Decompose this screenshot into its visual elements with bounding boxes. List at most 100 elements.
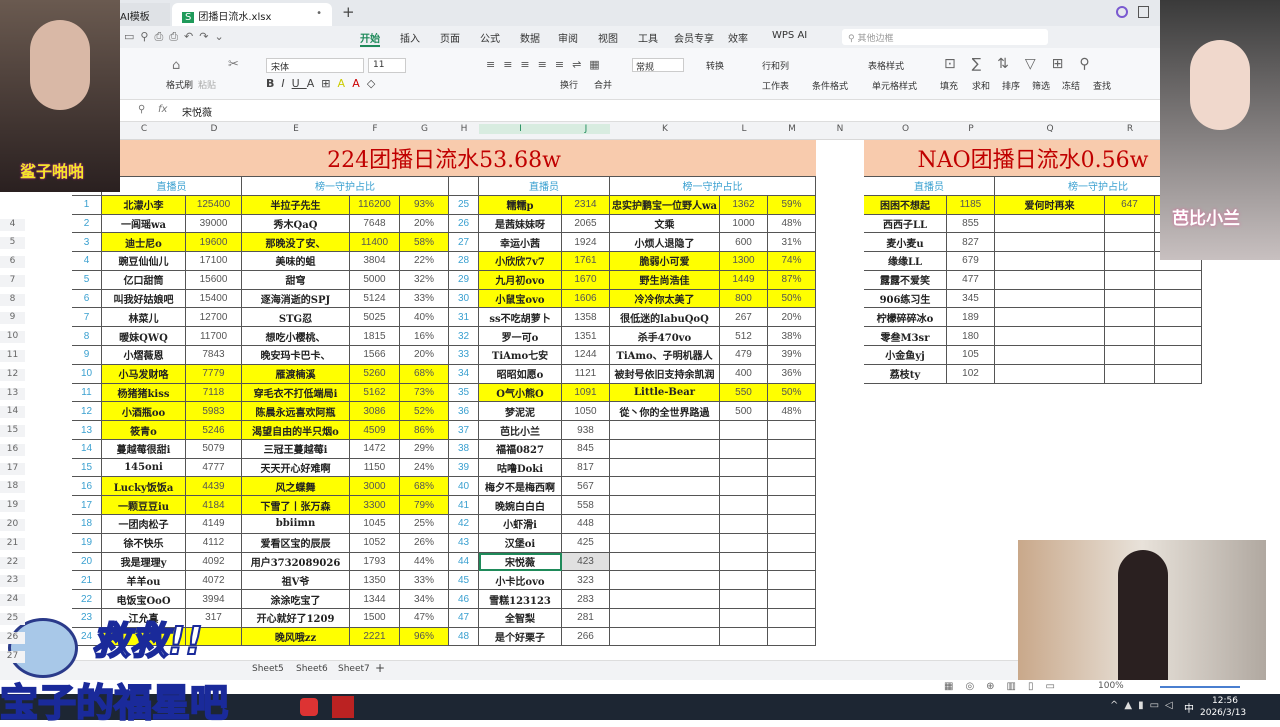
column-header-L[interactable]: L (741, 124, 747, 134)
row-header[interactable]: 11 (0, 350, 25, 363)
font-style-buttons[interactable]: BIUA⊞AA◇ (266, 77, 383, 90)
row-header[interactable]: 21 (0, 537, 25, 550)
conditional-format-button[interactable]: 条件格式 (812, 82, 849, 92)
tab-file[interactable]: S 团播日流水.xlsx • (172, 3, 332, 26)
row-header[interactable]: 22 (0, 556, 25, 569)
zoom-slider[interactable] (1160, 686, 1240, 688)
alignment-buttons[interactable]: ≡≡≡≡≡⇌▦ (486, 58, 608, 71)
format-painter-button[interactable]: 格式刷 (166, 81, 194, 91)
sum-button[interactable]: 求和 (972, 82, 991, 92)
rank-cell: 13 (72, 421, 102, 440)
quick-access-icons[interactable]: ▭⚲⎙⎙↶↷⌄ (124, 30, 230, 43)
row-header[interactable]: 14 (0, 406, 25, 419)
row-header[interactable]: 24 (0, 594, 25, 607)
row-col-button[interactable]: 行和列 (762, 62, 790, 72)
menu-tab-3[interactable]: 公式 (480, 34, 500, 45)
fill-button[interactable]: 填充 (940, 82, 959, 92)
column-header-N[interactable]: N (836, 124, 844, 134)
row-header[interactable]: 20 (0, 519, 25, 532)
row-header[interactable]: 26 (0, 631, 25, 644)
sheet-tab-5[interactable]: Sheet5 (250, 664, 286, 674)
row-header[interactable]: 27 (0, 650, 25, 663)
row-header[interactable]: 23 (0, 575, 25, 588)
cell-style-button[interactable]: 单元格样式 (872, 82, 918, 92)
column-header-Q[interactable]: Q (1046, 124, 1054, 134)
column-header-P[interactable]: P (968, 124, 974, 134)
row-header[interactable]: 4 (0, 218, 25, 231)
column-header-C[interactable]: C (140, 124, 148, 134)
menu-tab-6[interactable]: 视图 (598, 34, 618, 45)
row-header[interactable]: 9 (0, 312, 25, 325)
zoom-icon[interactable]: ⚲ (138, 104, 146, 115)
sheet-tab-7[interactable]: Sheet7 (336, 664, 372, 674)
row-header[interactable]: 7 (0, 274, 25, 287)
scissors-icon[interactable]: ✂ (228, 57, 239, 72)
ime-indicator[interactable]: 中 (1184, 704, 1194, 715)
guard-value-cell: 4509 (350, 421, 400, 440)
row-header[interactable]: 6 (0, 256, 25, 269)
column-header-D[interactable]: D (210, 124, 218, 134)
find-button[interactable]: 查找 (1093, 82, 1112, 92)
menu-tab-7[interactable]: 工具 (638, 34, 658, 45)
menu-tab-8[interactable]: 会员专享 (674, 34, 714, 45)
window-restore-icon[interactable] (1138, 6, 1149, 18)
column-header-J[interactable]: J (562, 124, 610, 134)
column-header-H[interactable]: H (460, 124, 468, 134)
row-header[interactable]: 25 (0, 612, 25, 625)
streamer-value-cell: 477 (947, 270, 995, 290)
font-select[interactable]: 宋体 (266, 58, 364, 73)
row-header[interactable]: 17 (0, 462, 25, 475)
row-header[interactable]: 12 (0, 368, 25, 381)
menu-tab-4[interactable]: 数据 (520, 34, 540, 45)
paste-button[interactable]: 粘贴 (198, 81, 217, 91)
menu-tab-1[interactable]: 插入 (400, 34, 420, 45)
fx-icon[interactable]: fx (158, 104, 168, 115)
convert-button[interactable]: 转换 (706, 62, 725, 72)
font-size-select[interactable]: 11 (368, 58, 406, 73)
guard-value-cell: 1000 (720, 214, 768, 234)
tab-ai-template[interactable]: AI模板 (110, 3, 170, 26)
rank-cell: 10 (72, 364, 102, 384)
row-header[interactable]: 13 (0, 387, 25, 400)
wrap-button[interactable]: 换行 (560, 81, 579, 91)
sort-button[interactable]: 排序 (1002, 82, 1021, 92)
assistant-icon[interactable] (1116, 6, 1128, 18)
column-header-G[interactable]: G (421, 124, 428, 134)
tray-icons[interactable]: ^▲▮▭◁ (1110, 700, 1179, 711)
worksheet-button[interactable]: 工作表 (762, 82, 790, 92)
row-header[interactable]: 15 (0, 425, 25, 438)
row-header[interactable]: 5 (0, 237, 25, 250)
menu-tab-0[interactable]: 开始 (360, 30, 380, 47)
filter-button[interactable]: 筛选 (1032, 82, 1051, 92)
app-icon[interactable] (300, 698, 318, 716)
formula-input[interactable]: 宋悦薇 (182, 108, 212, 119)
column-header-F[interactable]: F (372, 124, 378, 134)
sheet-tab-6[interactable]: Sheet6 (294, 664, 330, 674)
row-header[interactable]: 18 (0, 481, 25, 494)
new-tab-icon[interactable]: + (342, 3, 355, 21)
view-mode-icons[interactable]: ▦◎⊕▥▯▭ (944, 681, 1067, 692)
column-header-I[interactable]: I (479, 124, 562, 134)
number-format-select[interactable]: 常规 (632, 58, 684, 73)
close-tab-icon[interactable]: • (316, 8, 322, 19)
search-input[interactable]: ⚲ 其他边框 (842, 29, 1048, 45)
column-header-R[interactable]: R (1126, 124, 1134, 134)
column-header-E[interactable]: E (293, 124, 299, 134)
add-sheet-icon[interactable]: + (375, 661, 386, 675)
table-style-button[interactable]: 表格样式 (868, 62, 905, 72)
column-header-O[interactable]: O (901, 124, 910, 134)
freeze-button[interactable]: 冻结 (1062, 82, 1081, 92)
merge-button[interactable]: 合并 (594, 81, 613, 91)
guard-percent-cell: 24% (400, 458, 449, 478)
row-header[interactable]: 16 (0, 443, 25, 456)
app-icon-active[interactable] (332, 696, 354, 718)
menu-tab-10[interactable]: WPS AI (772, 30, 808, 41)
column-header-K[interactable]: K (662, 124, 668, 134)
column-header-M[interactable]: M (788, 124, 796, 134)
row-header[interactable]: 19 (0, 500, 25, 513)
row-header[interactable]: 8 (0, 293, 25, 306)
row-header[interactable]: 10 (0, 331, 25, 344)
menu-tab-5[interactable]: 审阅 (558, 34, 578, 45)
menu-tab-2[interactable]: 页面 (440, 34, 460, 45)
menu-tab-9[interactable]: 效率 (728, 34, 748, 45)
